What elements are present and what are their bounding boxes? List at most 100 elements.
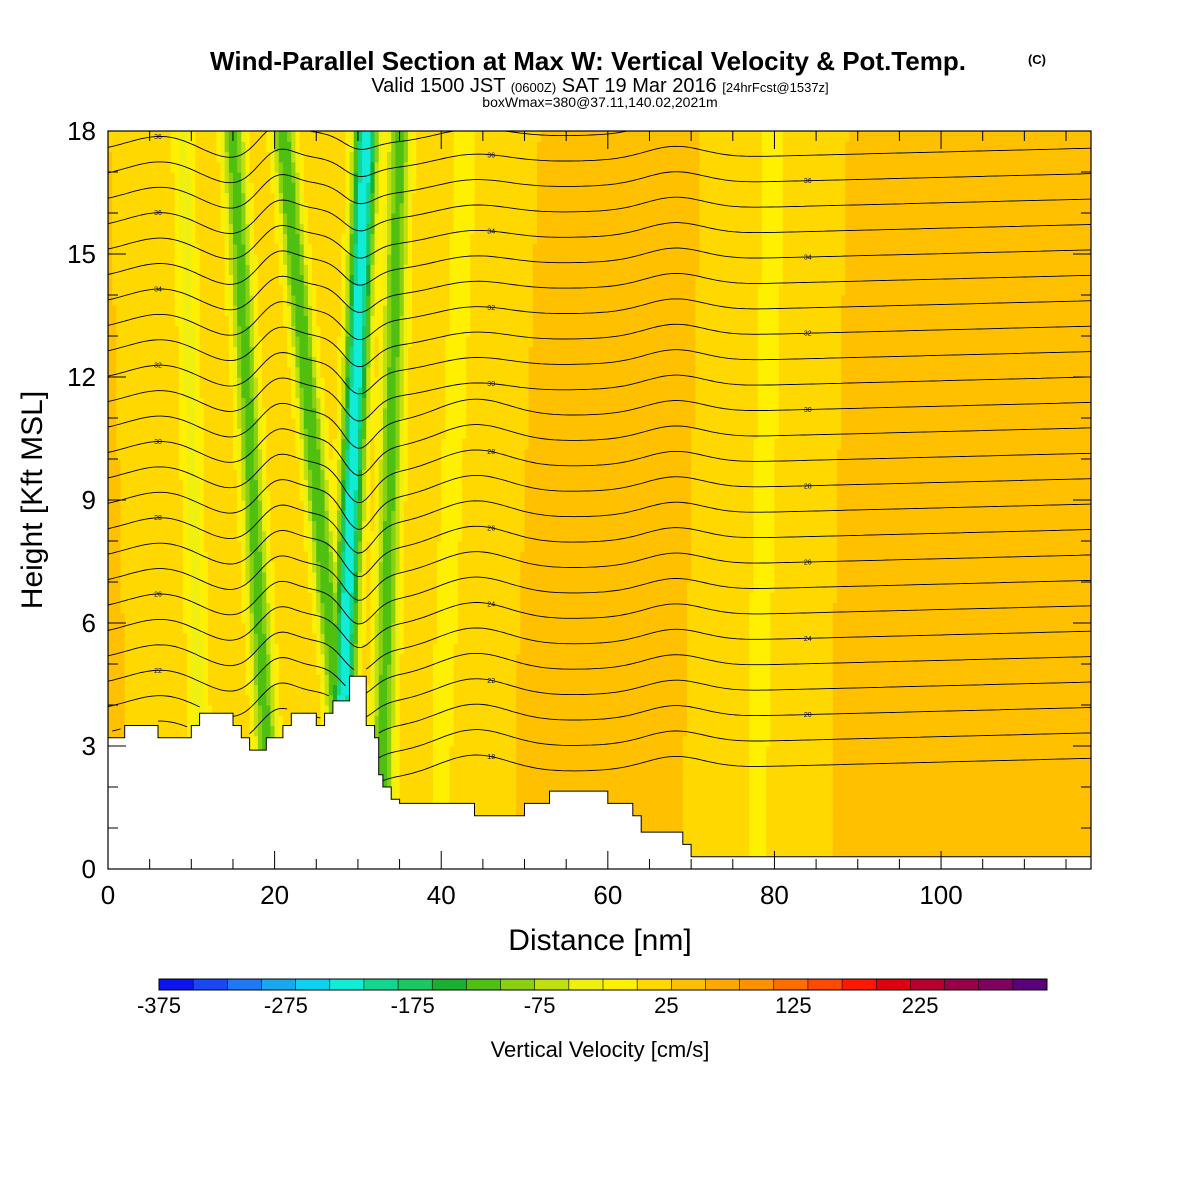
- velocity-cell: [349, 561, 355, 573]
- velocity-cell: [378, 254, 384, 265]
- velocity-cell: [178, 305, 184, 317]
- velocity-cell: [278, 510, 284, 522]
- velocity-cell: [245, 264, 251, 276]
- velocity-cell: [128, 479, 134, 491]
- velocity-cell: [170, 633, 176, 645]
- velocity-cell: [262, 489, 267, 501]
- velocity-cell: [216, 192, 222, 204]
- velocity-cell: [332, 336, 338, 347]
- velocity-cell: [374, 643, 380, 655]
- velocity-cell: [203, 202, 209, 214]
- velocity-cell: [174, 366, 180, 378]
- velocity-cell: [224, 448, 230, 460]
- velocity-cell: [112, 336, 117, 347]
- velocity-cell: [232, 254, 238, 265]
- velocity-cell: [199, 264, 205, 276]
- velocity-cell: [232, 397, 238, 409]
- velocity-cell: [282, 151, 288, 163]
- velocity-cell: [320, 141, 326, 153]
- velocity-cell: [245, 582, 251, 593]
- velocity-cell: [257, 438, 263, 450]
- velocity-cell: [341, 387, 347, 399]
- velocity-cell: [387, 346, 392, 358]
- velocity-cell: [241, 182, 247, 194]
- velocity-cell: [170, 233, 176, 245]
- velocity-cell: [157, 725, 163, 737]
- velocity-cell: [170, 520, 176, 532]
- velocity-cell: [187, 489, 192, 501]
- velocity-cell: [357, 264, 363, 276]
- velocity-cell: [382, 715, 388, 727]
- velocity-cell: [307, 602, 313, 614]
- velocity-cell: [324, 561, 330, 573]
- velocity-cell: [262, 643, 267, 655]
- velocity-cell: [370, 377, 376, 388]
- velocity-cell: [191, 223, 197, 235]
- velocity-cell: [220, 387, 226, 399]
- velocity-cell: [241, 633, 247, 645]
- velocity-cell: [299, 336, 305, 347]
- velocity-cell: [316, 469, 322, 481]
- velocity-cell: [141, 674, 147, 686]
- velocity-cell: [232, 223, 238, 235]
- velocity-cell: [332, 623, 338, 634]
- velocity-cell: [299, 448, 305, 460]
- velocity-cell: [212, 602, 217, 614]
- velocity-cell: [228, 387, 234, 399]
- velocity-cell: [303, 510, 309, 522]
- velocity-cell: [316, 715, 322, 727]
- velocity-cell: [370, 694, 376, 706]
- velocity-cell: [128, 418, 134, 429]
- velocity-cell: [362, 653, 367, 665]
- velocity-cell: [241, 510, 247, 522]
- velocity-cell: [216, 448, 222, 460]
- velocity-cell: [370, 530, 376, 542]
- velocity-cell: [374, 305, 380, 317]
- velocity-cell: [357, 561, 363, 573]
- velocity-cell: [212, 664, 217, 675]
- velocity-cell: [303, 397, 309, 409]
- velocity-cell: [182, 295, 188, 306]
- velocity-cell: [124, 407, 130, 419]
- velocity-cell: [274, 387, 280, 399]
- velocity-cell: [282, 438, 288, 450]
- velocity-cell: [108, 643, 113, 655]
- velocity-cell: [178, 715, 184, 727]
- velocity-cell: [170, 151, 176, 163]
- velocity-cell: [270, 530, 276, 542]
- velocity-cell: [312, 469, 317, 481]
- velocity-cell: [124, 520, 130, 532]
- velocity-cell: [366, 561, 372, 573]
- velocity-cell: [316, 612, 322, 624]
- velocity-cell: [124, 346, 130, 358]
- velocity-cell: [141, 223, 147, 235]
- velocity-cell: [278, 366, 284, 378]
- velocity-cell: [266, 305, 272, 317]
- velocity-cell: [270, 643, 276, 655]
- velocity-cell: [203, 674, 209, 686]
- velocity-cell: [320, 356, 326, 368]
- velocity-cell: [262, 377, 267, 388]
- velocity-cell: [341, 623, 347, 634]
- velocity-cell: [395, 756, 401, 768]
- velocity-cell: [220, 377, 226, 388]
- velocity-cell: [137, 151, 142, 163]
- velocity-cell: [149, 530, 155, 542]
- velocity-cell: [195, 653, 201, 665]
- velocity-cell: [191, 254, 197, 265]
- velocity-cell: [391, 520, 397, 532]
- velocity-cell: [324, 448, 330, 460]
- velocity-cell: [170, 694, 176, 706]
- velocity-cell: [274, 202, 280, 214]
- velocity-cell: [195, 715, 201, 727]
- velocity-cell: [349, 428, 355, 440]
- velocity-cell: [124, 274, 130, 286]
- velocity-cell: [120, 694, 126, 706]
- velocity-cell: [316, 571, 322, 583]
- velocity-cell: [337, 325, 342, 337]
- velocity-cell: [278, 131, 284, 142]
- velocity-cell: [228, 377, 234, 388]
- velocity-cell: [287, 213, 292, 224]
- velocity-cell: [257, 233, 263, 245]
- velocity-cell: [307, 387, 313, 399]
